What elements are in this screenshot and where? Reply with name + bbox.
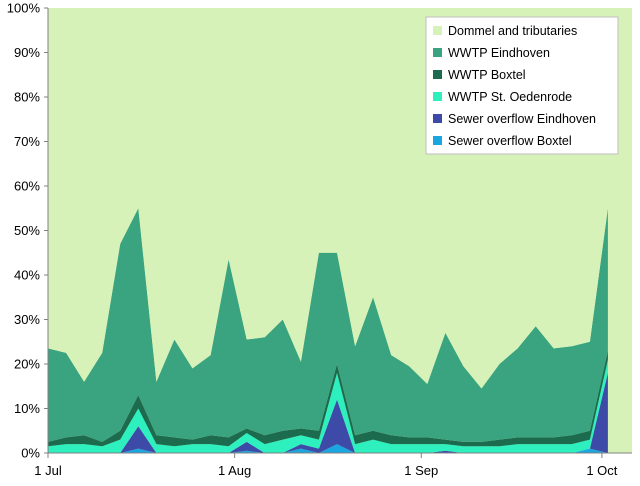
legend-swatch xyxy=(433,136,442,145)
legend-swatch xyxy=(433,92,442,101)
area-wwtp-eindhoven xyxy=(48,208,608,442)
x-tick-label: 1 Oct xyxy=(586,463,617,478)
x-axis-ticks: 1 Jul 1 Aug 1 Sep 1 Oct xyxy=(34,453,618,478)
legend-swatch xyxy=(433,70,442,79)
legend-swatch xyxy=(433,26,442,35)
area-sewer-overflow-boxtel xyxy=(48,444,608,453)
area-sewer-overflow-eindhoven xyxy=(48,372,608,453)
y-tick-label: 80% xyxy=(14,90,40,105)
x-tick-label: 1 Jul xyxy=(34,463,62,478)
y-tick-label: 40% xyxy=(14,268,40,283)
y-tick-label: 20% xyxy=(14,357,40,372)
legend-label: Sewer overflow Eindhoven xyxy=(448,112,596,126)
legend-label: WWTP Eindhoven xyxy=(448,46,550,60)
y-tick-label: 0% xyxy=(21,446,40,461)
area-wwtp-boxtel xyxy=(48,350,608,447)
y-tick-label: 90% xyxy=(14,45,40,60)
legend-swatch xyxy=(433,114,442,123)
legend-box xyxy=(425,16,619,155)
y-axis-ticks: 0% 10% 20% 30% 40% 50% 60% 70% 80% 90% 100% xyxy=(7,1,48,461)
y-tick-label: 10% xyxy=(14,401,40,416)
area-wwtp-st-oedenrode xyxy=(48,359,608,453)
y-tick-label: 60% xyxy=(14,179,40,194)
x-tick-label: 1 Aug xyxy=(218,463,251,478)
y-tick-label: 100% xyxy=(7,1,41,16)
legend-label: Sewer overflow Boxtel xyxy=(448,134,572,148)
legend-swatch xyxy=(433,48,442,57)
legend-label: Dommel and tributaries xyxy=(448,24,577,38)
legend-label: WWTP St. Oedenrode xyxy=(448,90,572,104)
y-tick-label: 70% xyxy=(14,134,40,149)
x-tick-label: 1 Sep xyxy=(404,463,438,478)
legend: Dommel and tributaries WWTP Eindhoven WWTP… xyxy=(425,16,619,155)
y-tick-label: 30% xyxy=(14,312,40,327)
y-tick-label: 50% xyxy=(14,223,40,238)
legend-label: WWTP Boxtel xyxy=(448,68,526,82)
